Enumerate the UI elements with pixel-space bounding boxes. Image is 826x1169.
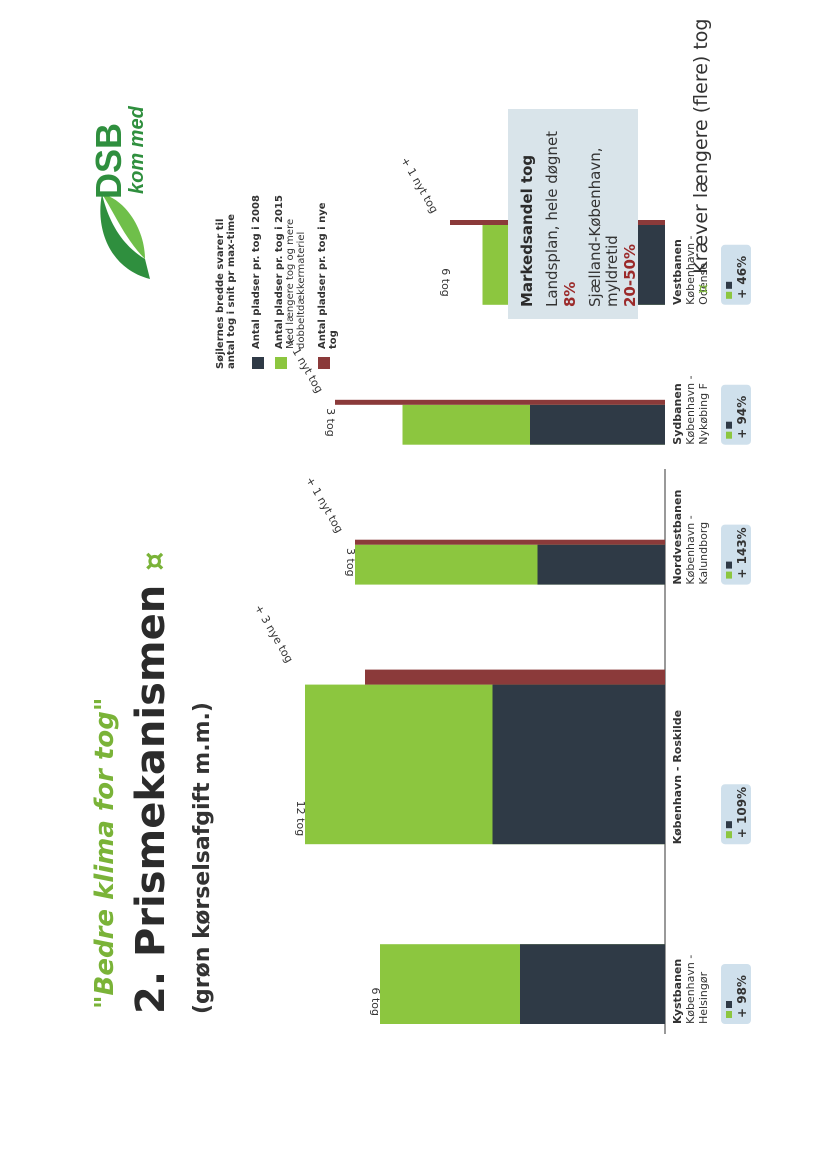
change-badge-nordvestbanen: [721, 524, 751, 585]
legend-item-new: Antal pladser pr. tog i nye tog: [317, 189, 339, 369]
legend-label-2008: Antal pladser pr. tog i 2008: [251, 195, 262, 349]
change-value-nordvestbanen: + 143%: [735, 527, 749, 578]
trains-label-kystbanen: 6 tog: [369, 987, 382, 1016]
legend-item-2015: Antal pladser pr. tog i 2015 Med længere …: [274, 189, 307, 369]
change-value-k-benhavn-roskilde: + 109%: [735, 787, 749, 838]
change-value-kystbanen: + 98%: [735, 975, 749, 1018]
bar-new-nordvestbanen: [355, 539, 665, 545]
category-route-b-vestbanen: Odense: [697, 263, 710, 305]
category-label-nordvestbanen: Nordvestbanen: [671, 490, 684, 585]
legend-swatch-2015: [275, 357, 287, 369]
note-mark: ¤: [693, 283, 712, 294]
change-badge-vestbanen: [721, 244, 751, 305]
bar-2008-sydbanen: [530, 404, 665, 445]
change-badge-kystbanen: [721, 964, 751, 1024]
bar-new-sydbanen: [335, 399, 665, 405]
bar-2008-kystbanen: [520, 944, 665, 1024]
badge-swatch-dark-kystbanen: [726, 1001, 732, 1008]
market-line-2: Sjælland-København, myldretid: [586, 147, 621, 307]
market-value-1: 8%: [561, 281, 579, 307]
category-route-b-kystbanen: Helsingør: [697, 971, 710, 1024]
category-route-a-vestbanen: København -: [684, 235, 697, 304]
change-value-sydbanen: + 94%: [735, 396, 749, 439]
dsb-leaf-icon: [100, 194, 150, 279]
market-share-box: Markedsandel tog Landsplan, hele døgnet …: [508, 109, 639, 319]
trains-label-nordvestbanen: 3 tog: [344, 548, 357, 577]
legend-item-2008: Antal pladser pr. tog i 2008: [251, 189, 264, 369]
bar-new-k-benhavn-roskilde: [365, 669, 665, 685]
badge-swatch-dark-vestbanen: [726, 281, 732, 289]
new-trains-label-k-benhavn-roskilde: + 3 nye tog: [252, 602, 296, 665]
legend-label-2015: Antal pladser pr. tog i 2015: [274, 195, 285, 349]
trains-label-sydbanen: 3 tog: [324, 408, 337, 437]
market-value-2: 20-50%: [621, 243, 639, 307]
category-route-a-kystbanen: København -: [684, 955, 697, 1024]
badge-swatch-green-nordvestbanen: [726, 571, 732, 579]
legend-swatch-new: [318, 357, 330, 369]
legend-heading: Søjlernes bredde svarer til antal tog i …: [215, 213, 237, 369]
bar-2008-nordvestbanen: [537, 544, 665, 585]
trains-label-k-benhavn-roskilde: 12 tog: [294, 801, 307, 837]
category-label-k-benhavn-roskilde: København - Roskilde: [671, 710, 684, 844]
badge-swatch-green-vestbanen: [726, 291, 732, 299]
change-badge-k-benhavn-roskilde: [721, 784, 751, 845]
legend-label-new: Antal pladser pr. tog i nye tog: [317, 202, 339, 350]
badge-swatch-green-k-benhavn-roskilde: [726, 831, 732, 839]
legend-swatch-2008: [252, 357, 264, 369]
category-label-sydbanen: Sydbanen: [671, 383, 684, 444]
bar-2008-k-benhavn-roskilde: [492, 684, 665, 845]
note-text: Kræver længere (flere) tog: [690, 18, 712, 274]
badge-swatch-dark-nordvestbanen: [726, 561, 732, 569]
category-route-b-nordvestbanen: Kalundborg: [697, 522, 710, 585]
badge-swatch-dark-sydbanen: [726, 421, 732, 429]
category-route-a-nordvestbanen: København -: [684, 515, 697, 584]
new-trains-label-nordvestbanen: + 1 nyt tog: [303, 475, 346, 536]
change-badge-sydbanen: [721, 384, 751, 445]
legend-sublabel-2015: Med længere tog og mere dobbeltdækkermat…: [285, 218, 307, 349]
legend: Søjlernes bredde svarer til antal tog i …: [215, 189, 349, 369]
trains-label-vestbanen: 6 tog: [439, 268, 452, 297]
badge-swatch-green-sydbanen: [726, 431, 732, 439]
badge-swatch-dark-k-benhavn-roskilde: [726, 821, 732, 829]
category-route-b-sydbanen: Nykøbing F: [697, 383, 710, 445]
badge-swatch-green-kystbanen: [726, 1011, 732, 1018]
market-heading: Markedsandel tog: [518, 154, 536, 307]
change-value-vestbanen: + 46%: [735, 256, 749, 299]
new-trains-label-vestbanen: + 1 nyt tog: [398, 155, 441, 216]
category-route-a-sydbanen: København -: [684, 375, 697, 444]
category-label-kystbanen: Kystbanen: [671, 959, 684, 1024]
category-label-vestbanen: Vestbanen: [671, 239, 684, 305]
market-line-1: Landsplan, hele døgnet: [543, 130, 561, 307]
note: ¤ Kræver længere (flere) tog: [690, 19, 712, 295]
